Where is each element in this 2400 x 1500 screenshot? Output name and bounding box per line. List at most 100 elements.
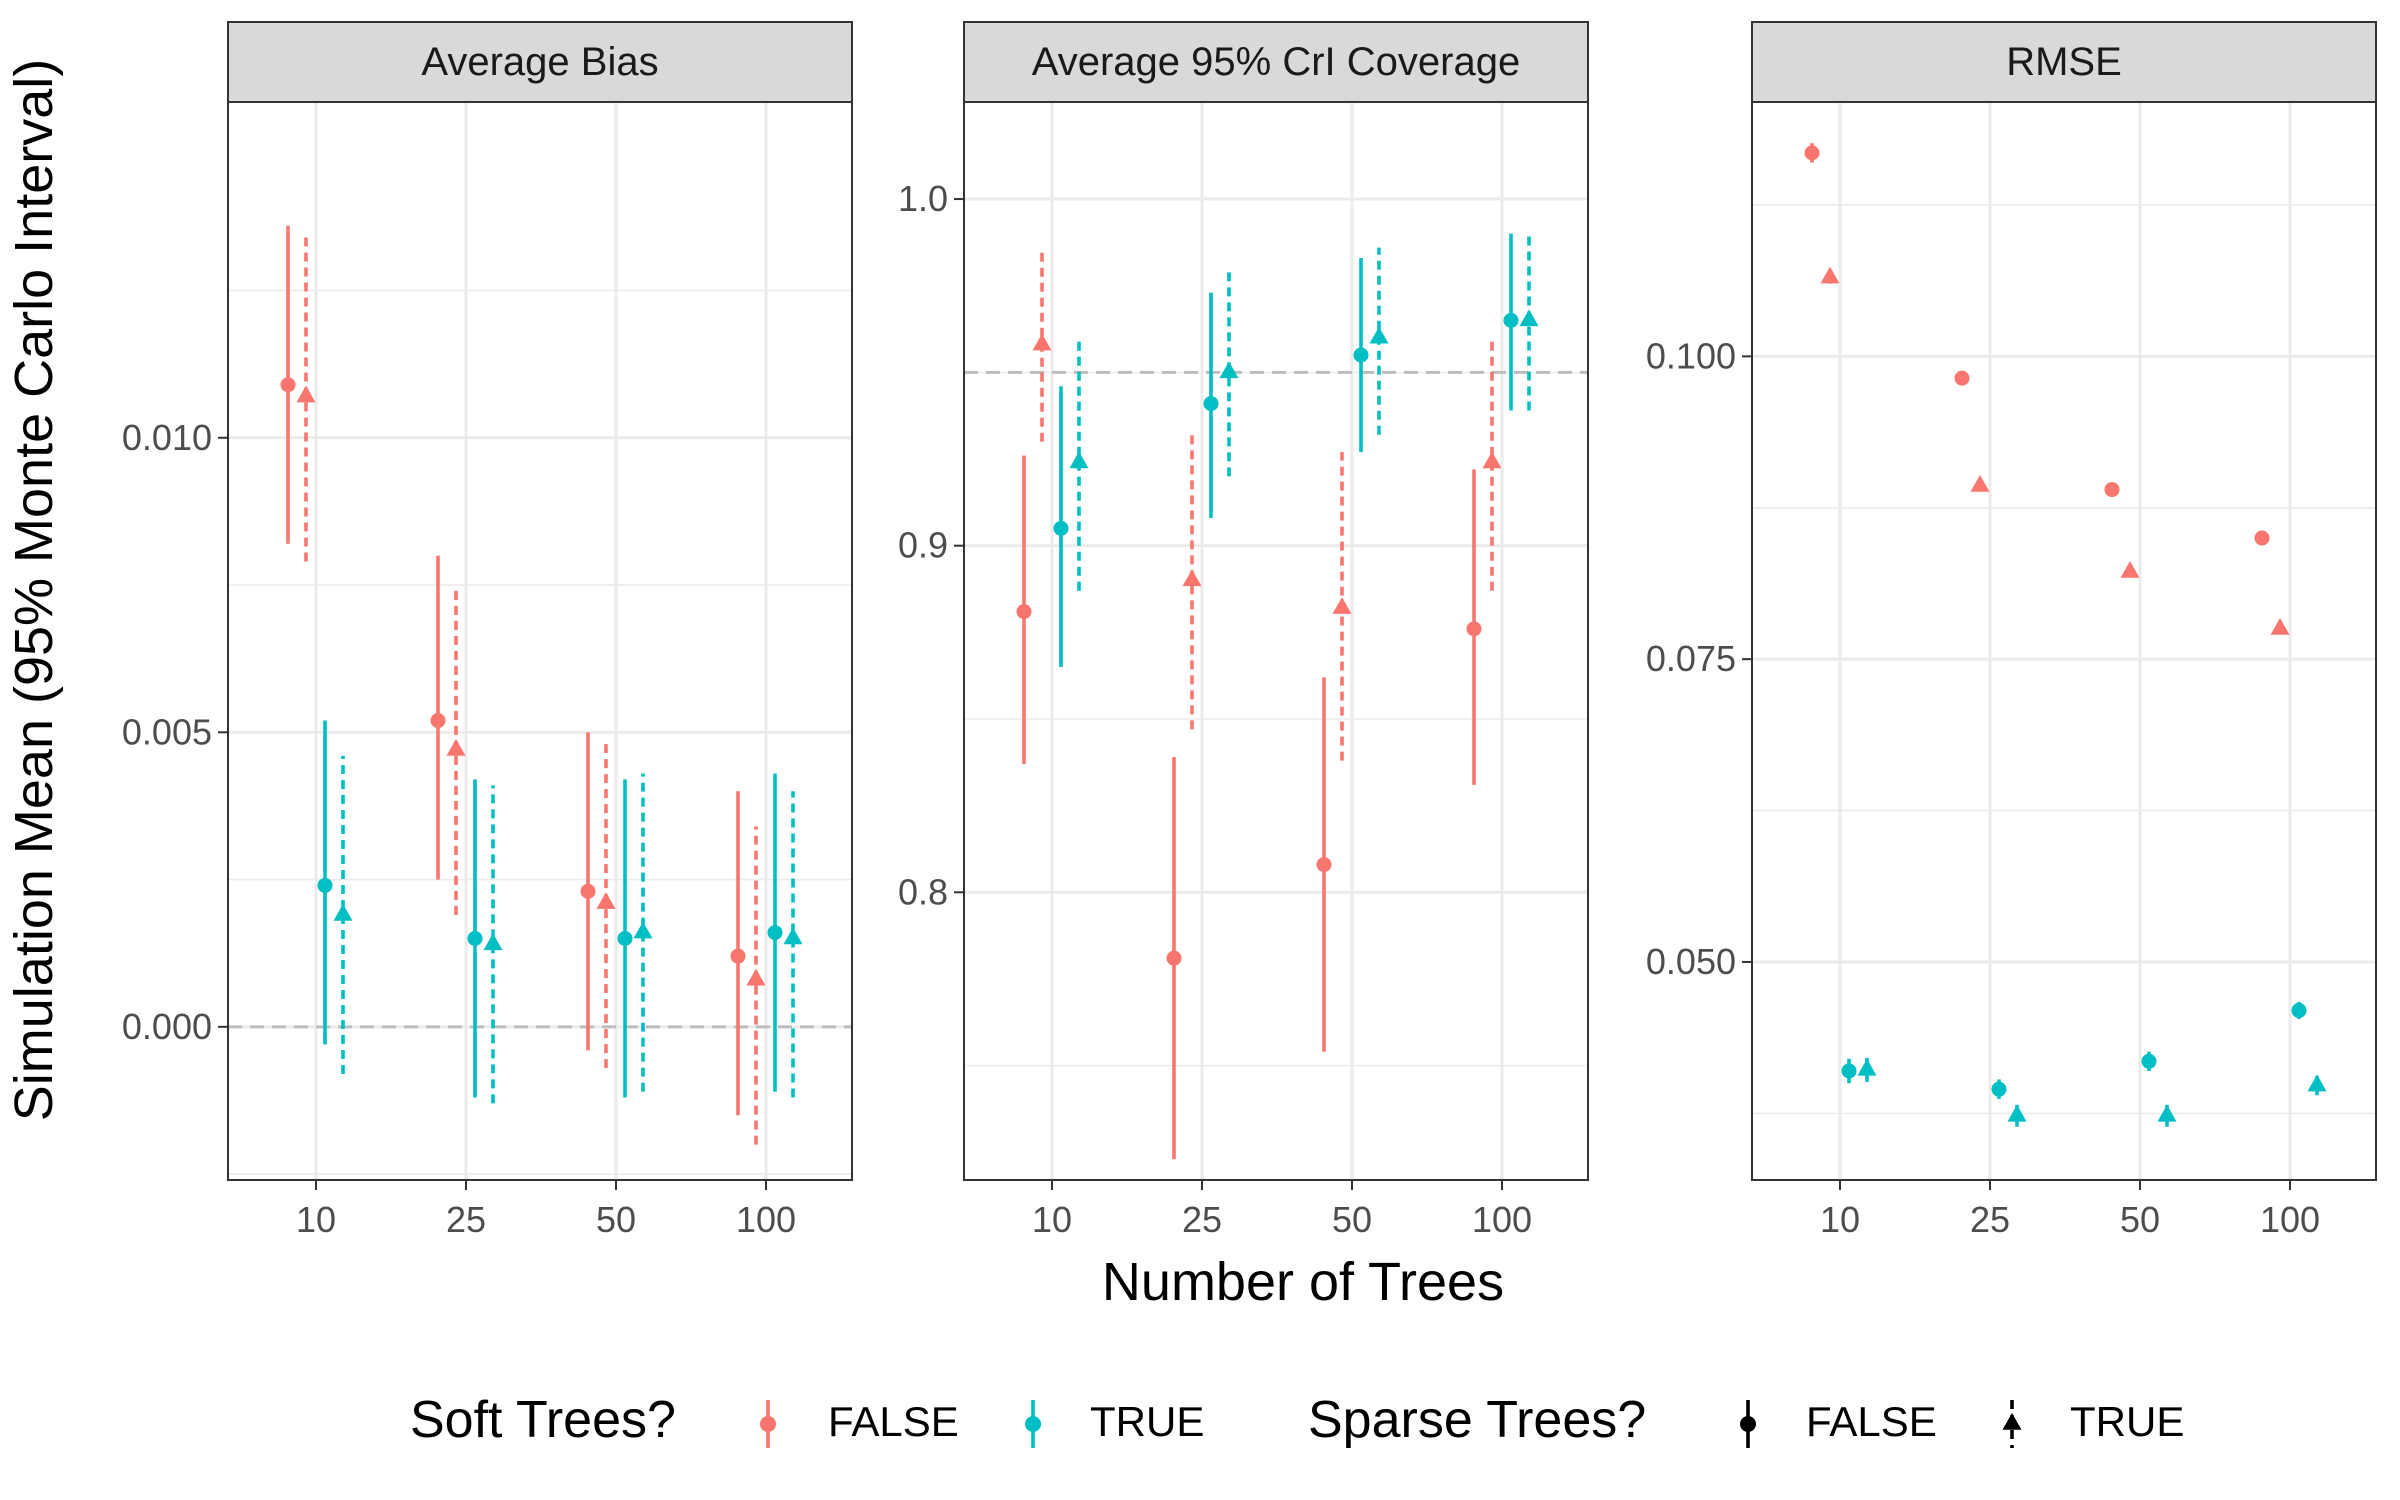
legend-point [1740, 1416, 1756, 1432]
data-point-triangle [633, 921, 653, 939]
x-tick-label: 25 [446, 1199, 486, 1240]
data-point-triangle [296, 385, 316, 403]
x-tick-label: 10 [296, 1199, 336, 1240]
data-point-circle [1804, 145, 1820, 161]
legend-key-sparse-true [2002, 1400, 2022, 1448]
legend: Soft Trees? FALSE TRUE Sparse Trees? FAL… [410, 1391, 2184, 1449]
panel-background [964, 102, 1588, 1180]
strip-title: RMSE [2006, 40, 2122, 84]
data-point-circle [2291, 1002, 2307, 1018]
strip-background [227, 21, 853, 103]
data-point-triangle [2307, 1074, 2327, 1092]
panel-background [1752, 102, 2376, 1180]
x-tick-label: 50 [1332, 1199, 1372, 1240]
data-point-triangle [596, 892, 616, 909]
legend-sparse-true-label: TRUE [2070, 1398, 2184, 1445]
data-point-triangle [783, 927, 803, 945]
strip-title: Average Bias [421, 40, 658, 84]
legend-soft-title: Soft Trees? [410, 1391, 676, 1449]
y-tick-label: 0.005 [122, 711, 212, 752]
strip-background [963, 21, 1589, 103]
legend-sparse-title: Sparse Trees? [1308, 1391, 1646, 1449]
x-tick-label: 10 [1820, 1199, 1860, 1240]
y-tick-label: 0.010 [122, 417, 212, 458]
data-point-circle [1016, 604, 1032, 620]
y-tick-label: 0.9 [898, 525, 948, 566]
data-point-circle [1166, 950, 1182, 966]
data-point-circle [280, 377, 296, 393]
data-point-triangle [333, 903, 353, 921]
data-point-circle [317, 877, 333, 893]
data-point-circle [2141, 1053, 2157, 1069]
data-point-circle [580, 883, 596, 899]
data-point-triangle [2120, 560, 2140, 578]
legend-key-soft-true [1025, 1400, 1041, 1448]
x-tick-label: 25 [1182, 1199, 1222, 1240]
data-point-triangle [1857, 1058, 1877, 1076]
data-point-circle [730, 948, 746, 964]
strip-title: Average 95% CrI Coverage [1032, 40, 1520, 84]
legend-soft-false-label: FALSE [828, 1398, 959, 1445]
strip-background [1751, 21, 2377, 103]
legend-key-sparse-false [1740, 1400, 1756, 1448]
x-tick-label: 25 [1970, 1199, 2010, 1240]
data-point-triangle [1482, 451, 1502, 469]
legend-sparse-false-label: FALSE [1806, 1398, 1937, 1445]
data-point-triangle [1032, 333, 1052, 351]
data-point-circle [2104, 482, 2120, 498]
panel-1: Average Bias 0.000 0.005 0.010 10 25 50 100 [122, 21, 853, 1240]
legend-key-soft-false [760, 1400, 776, 1448]
data-point-triangle [1069, 451, 1089, 469]
y-tick-label: 0.075 [1646, 638, 1736, 679]
data-point-circle [1316, 857, 1332, 873]
data-point-triangle [446, 738, 466, 756]
panel-3: RMSE 0.050 0.075 0.100 10 25 50 100 [1646, 21, 2377, 1240]
y-tick-label: 1.0 [898, 178, 948, 219]
data-point-circle [1991, 1081, 2007, 1097]
data-point-triangle [2007, 1104, 2027, 1122]
x-tick-label: 100 [1472, 1199, 1532, 1240]
data-point-triangle [1820, 266, 1840, 284]
legend-point-triangle [2002, 1413, 2022, 1430]
data-point-triangle [1369, 326, 1389, 344]
x-tick-label: 10 [1032, 1199, 1072, 1240]
data-point-circle [467, 930, 483, 946]
data-point-circle [1841, 1063, 1857, 1079]
data-point-circle [617, 930, 633, 946]
y-axis-title: Simulation Mean (95% Monte Carlo Interva… [4, 59, 64, 1121]
data-point-triangle [1219, 361, 1239, 379]
data-point-triangle [1182, 569, 1202, 587]
panel-background [228, 102, 852, 1180]
legend-point [760, 1416, 776, 1432]
data-point-circle [767, 925, 783, 941]
x-tick-label: 50 [596, 1199, 636, 1240]
data-point-triangle [1970, 474, 1990, 492]
x-tick-label: 100 [2260, 1199, 2320, 1240]
panel-2: Average 95% CrI Coverage 0.8 0.9 1.0 10 25 50 1… [898, 21, 1589, 1240]
data-point-triangle [1332, 597, 1352, 614]
y-tick-label: 0.8 [898, 871, 948, 912]
data-point-circle [1503, 312, 1519, 328]
data-point-circle [430, 713, 446, 729]
data-point-triangle [2270, 617, 2290, 635]
data-point-circle [1203, 396, 1219, 412]
x-tick-label: 50 [2120, 1199, 2160, 1240]
data-point-triangle [1519, 309, 1539, 327]
y-tick-label: 0.100 [1646, 335, 1736, 376]
y-tick-label: 0.050 [1646, 941, 1736, 982]
data-point-triangle [2157, 1104, 2177, 1122]
legend-soft-true-label: TRUE [1090, 1398, 1204, 1445]
y-tick-label: 0.000 [122, 1006, 212, 1047]
data-point-triangle [746, 968, 766, 986]
x-tick-label: 100 [736, 1199, 796, 1240]
data-point-circle [1053, 520, 1069, 536]
legend-point [1025, 1416, 1041, 1432]
data-point-circle [2254, 530, 2270, 546]
data-point-circle [1954, 370, 1970, 386]
data-point-circle [1353, 347, 1369, 363]
data-point-triangle [483, 933, 503, 951]
data-point-circle [1466, 621, 1482, 637]
x-axis-title: Number of Trees [1102, 1252, 1504, 1312]
